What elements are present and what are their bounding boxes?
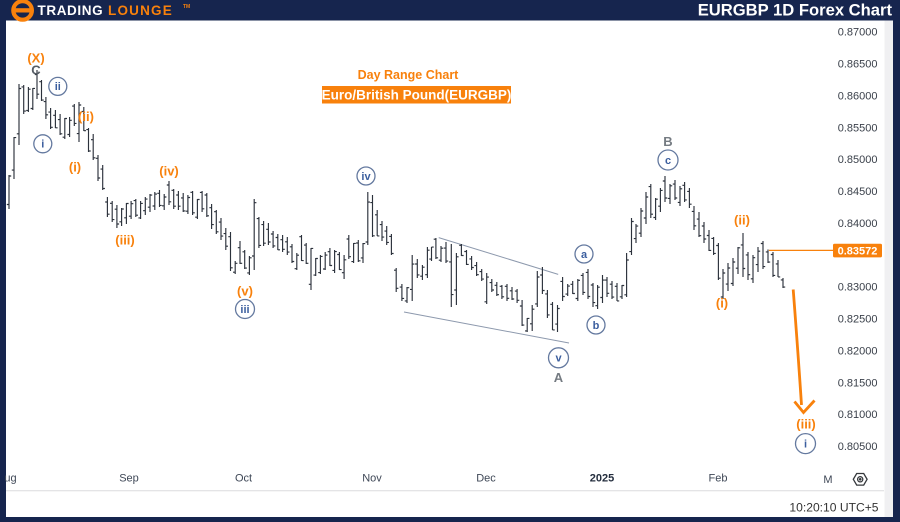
svg-text:c: c xyxy=(665,155,671,167)
svg-text:(iii): (iii) xyxy=(796,417,816,432)
svg-text:a: a xyxy=(581,249,588,261)
svg-text:iii: iii xyxy=(240,304,249,316)
svg-text:v: v xyxy=(555,353,562,365)
svg-text:(iii): (iii) xyxy=(115,233,135,248)
svg-text:(i): (i) xyxy=(69,160,81,175)
svg-text:iv: iv xyxy=(361,171,371,183)
svg-text:0.80500: 0.80500 xyxy=(838,441,878,453)
svg-text:0.83572: 0.83572 xyxy=(838,245,878,257)
svg-text:0.85500: 0.85500 xyxy=(838,122,878,134)
svg-text:0.84000: 0.84000 xyxy=(838,218,878,230)
svg-text:0.82000: 0.82000 xyxy=(838,345,878,357)
svg-text:0.82500: 0.82500 xyxy=(838,314,878,326)
svg-text:0.85000: 0.85000 xyxy=(838,154,878,166)
svg-text:(iv): (iv) xyxy=(159,164,179,179)
svg-text:(i): (i) xyxy=(716,296,728,311)
svg-text:Feb: Feb xyxy=(709,473,728,485)
svg-text:A: A xyxy=(554,370,564,385)
svg-text:0.83000: 0.83000 xyxy=(838,282,878,294)
svg-text:TM: TM xyxy=(183,4,190,10)
svg-text:M: M xyxy=(823,474,832,486)
svg-text:0.86000: 0.86000 xyxy=(838,90,878,102)
svg-text:Euro/British Pound(EURGBP): Euro/British Pound(EURGBP) xyxy=(322,88,512,103)
svg-text:i: i xyxy=(41,139,44,151)
svg-text:i: i xyxy=(804,438,807,450)
svg-text:Oct: Oct xyxy=(235,473,252,485)
svg-text:10:20:10 UTC+5: 10:20:10 UTC+5 xyxy=(789,501,878,515)
svg-text:0.81500: 0.81500 xyxy=(838,377,878,389)
svg-text:0.84500: 0.84500 xyxy=(838,186,878,198)
svg-text:ii: ii xyxy=(55,81,61,93)
svg-text:b: b xyxy=(593,320,600,332)
svg-text:EURGBP 1D Forex Chart: EURGBP 1D Forex Chart xyxy=(698,1,893,20)
svg-text:Nov: Nov xyxy=(362,473,382,485)
svg-text:(v): (v) xyxy=(237,284,253,299)
svg-text:0.87000: 0.87000 xyxy=(838,27,878,39)
svg-text:B: B xyxy=(663,134,672,149)
svg-text:ug: ug xyxy=(4,473,16,485)
svg-text:Sep: Sep xyxy=(119,473,139,485)
svg-text:Day Range Chart: Day Range Chart xyxy=(358,68,460,82)
svg-text:TRADING: TRADING xyxy=(38,3,104,18)
svg-text:(X): (X) xyxy=(27,51,44,66)
svg-text:0.81000: 0.81000 xyxy=(838,409,878,421)
svg-text:Dec: Dec xyxy=(476,473,496,485)
svg-text:C: C xyxy=(31,63,41,78)
svg-text:LOUNGE: LOUNGE xyxy=(108,3,173,18)
svg-text:2025: 2025 xyxy=(590,473,614,485)
svg-text:(ii): (ii) xyxy=(734,213,750,228)
svg-text:(ii): (ii) xyxy=(78,109,94,124)
svg-text:0.86500: 0.86500 xyxy=(838,59,878,71)
